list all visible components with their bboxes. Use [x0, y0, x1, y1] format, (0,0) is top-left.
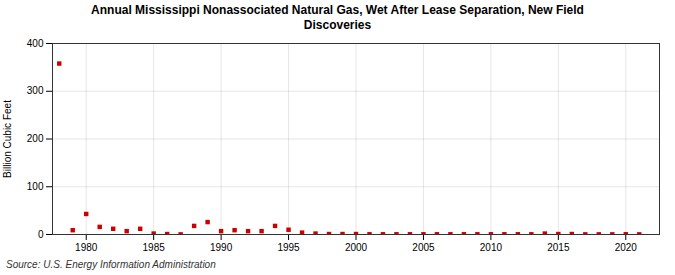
html-text:Source: U.S. Energy Informatio: Source: U.S. Energy Information Administ…	[6, 259, 216, 270]
svg-text:400: 400	[27, 38, 44, 49]
svg-text:100: 100	[27, 181, 44, 192]
svg-text:0: 0	[38, 229, 44, 240]
svg-text:1995: 1995	[277, 242, 300, 253]
svg-text:1990: 1990	[210, 242, 233, 253]
html-text:Annual Mississippi Nonassociat: Annual Mississippi Nonassociated Natural…	[91, 3, 584, 32]
svg-text:2015: 2015	[547, 242, 570, 253]
svg-text:2010: 2010	[480, 242, 503, 253]
svg-text:2020: 2020	[615, 242, 638, 253]
svg-text:Billion Cubic Feet: Billion Cubic Feet	[2, 100, 13, 178]
svg-text:1980: 1980	[75, 242, 98, 253]
svg-text:1985: 1985	[143, 242, 166, 253]
svg-text:2005: 2005	[412, 242, 435, 253]
svg-text:2000: 2000	[345, 242, 368, 253]
svg-text:300: 300	[27, 85, 44, 96]
svg-text:200: 200	[27, 133, 44, 144]
